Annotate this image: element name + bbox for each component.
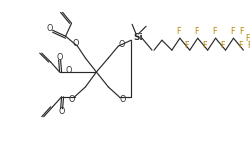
Text: O: O bbox=[58, 107, 64, 116]
Text: Si: Si bbox=[133, 33, 142, 42]
Text: F: F bbox=[202, 41, 206, 50]
Text: O: O bbox=[56, 53, 62, 62]
Text: O: O bbox=[118, 40, 124, 49]
Text: F: F bbox=[212, 27, 216, 36]
Text: F: F bbox=[244, 34, 249, 43]
Text: F: F bbox=[194, 27, 198, 36]
Text: O: O bbox=[68, 95, 74, 104]
Text: F: F bbox=[246, 41, 250, 50]
Text: F: F bbox=[220, 41, 224, 50]
Text: O: O bbox=[118, 95, 125, 104]
Text: O: O bbox=[72, 39, 78, 48]
Text: O: O bbox=[65, 66, 71, 75]
Text: F: F bbox=[176, 27, 180, 36]
Text: F: F bbox=[229, 27, 234, 36]
Text: O: O bbox=[46, 24, 53, 33]
Text: F: F bbox=[237, 41, 242, 50]
Text: F: F bbox=[184, 41, 188, 50]
Text: F: F bbox=[238, 27, 243, 36]
